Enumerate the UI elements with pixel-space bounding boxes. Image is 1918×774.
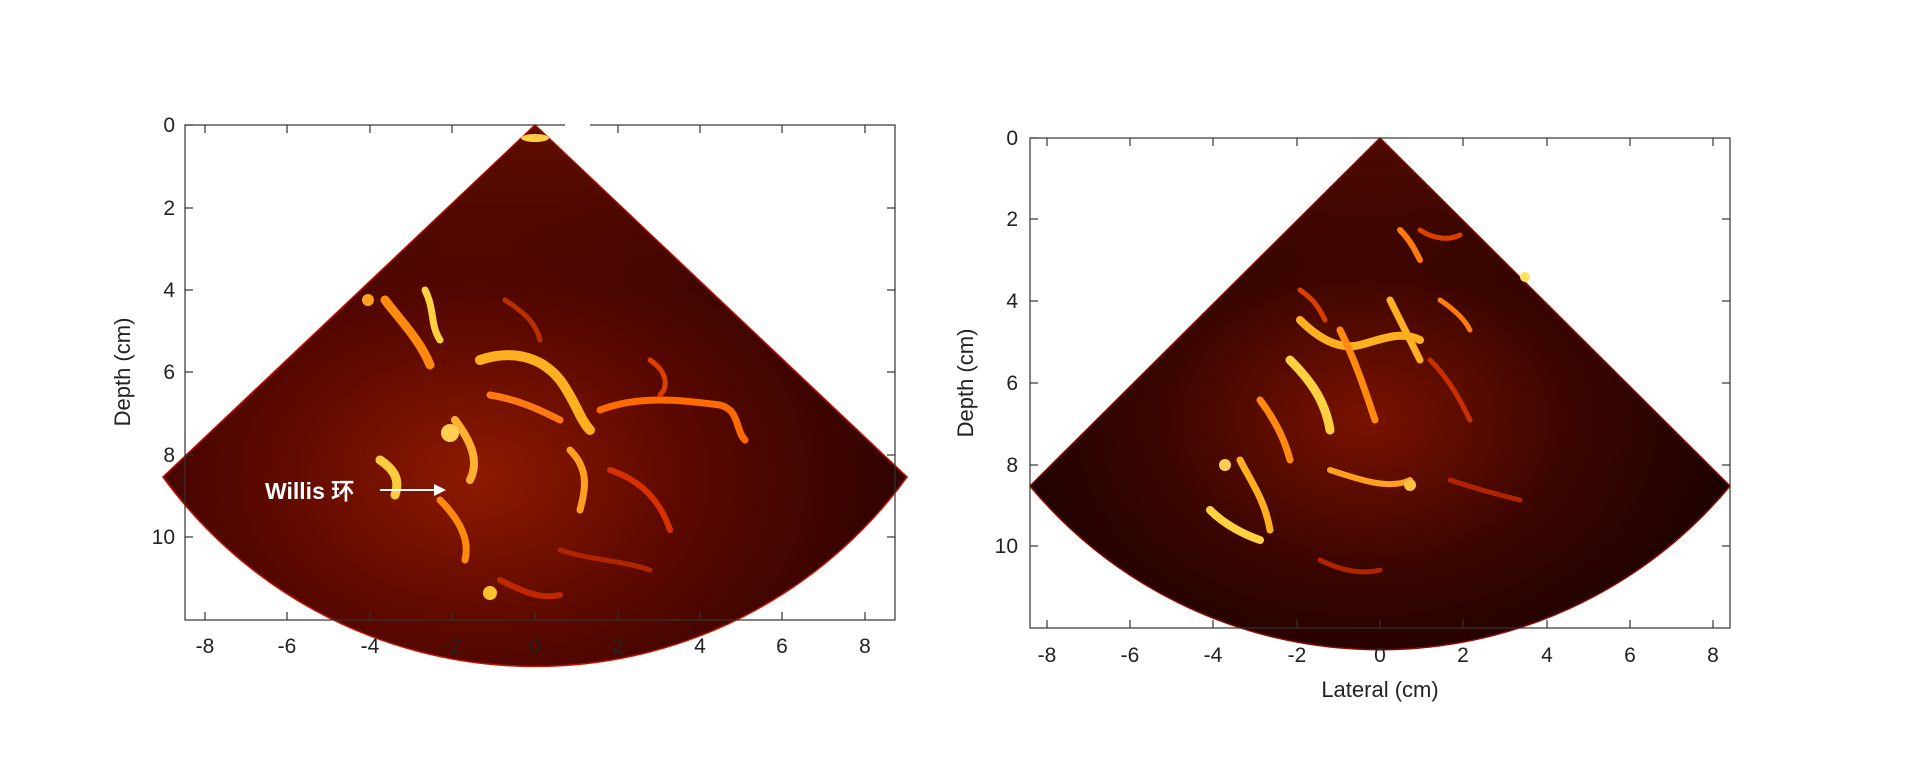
right-y-tick-label: 10 — [995, 535, 1018, 558]
left-x-tick-label: -8 — [196, 635, 215, 658]
right-x-tick-label: 8 — [1707, 644, 1719, 667]
left-x-tick-label: 6 — [776, 635, 788, 658]
right-y-axis-label: Depth (cm) — [953, 329, 978, 438]
left-x-tick-label: 4 — [694, 635, 706, 658]
right-y-tick-label: 0 — [1006, 127, 1018, 150]
left-x-tick-label: 8 — [859, 635, 871, 658]
right-tick-marks — [1030, 137, 1730, 628]
left-y-tick-label: 2 — [163, 197, 175, 220]
right-x-tick-label: -4 — [1204, 644, 1223, 667]
right-y-tick-label: 8 — [1006, 454, 1018, 477]
right-x-tick-labels: -8 -6 -4 -2 0 2 4 6 8 — [1038, 644, 1719, 667]
right-x-tick-label: 6 — [1624, 644, 1636, 667]
left-y-tick-label: 4 — [163, 279, 175, 302]
left-y-tick-labels: 0 2 4 6 8 10 — [152, 114, 176, 549]
right-ultrasound-image — [1028, 136, 1732, 651]
left-y-tick-label: 6 — [163, 361, 175, 384]
left-ultrasound-image — [162, 123, 908, 668]
left-x-tick-label: 2 — [612, 635, 624, 658]
right-y-tick-label: 6 — [1006, 372, 1018, 395]
right-x-tick-label: -2 — [1288, 644, 1307, 667]
left-x-tick-label: -6 — [278, 635, 297, 658]
left-tick-marks — [185, 124, 895, 620]
left-y-tick-label: 8 — [163, 444, 175, 467]
left-x-tick-label: 0 — [529, 635, 541, 658]
right-x-tick-label: 2 — [1457, 644, 1469, 667]
left-x-tick-labels: -8 -6 -4 -2 0 2 4 6 8 — [196, 635, 871, 658]
left-x-tick-label: -2 — [443, 635, 462, 658]
right-x-tick-label: 4 — [1541, 644, 1553, 667]
right-y-tick-labels: 0 2 4 6 8 10 — [995, 127, 1019, 558]
willis-annotation-label: Willis 环 — [265, 478, 354, 504]
left-frame-gap — [565, 118, 590, 130]
left-x-tick-label: -4 — [361, 635, 380, 658]
right-x-tick-label: -8 — [1038, 644, 1057, 667]
right-x-axis-label: Lateral (cm) — [1321, 677, 1438, 702]
right-y-tick-label: 4 — [1006, 290, 1018, 313]
right-y-tick-label: 2 — [1006, 208, 1018, 231]
willis-annotation-arrow — [380, 484, 446, 496]
right-x-tick-label: 0 — [1374, 644, 1386, 667]
left-y-tick-label: 10 — [152, 526, 175, 549]
right-x-tick-label: -6 — [1121, 644, 1140, 667]
left-y-tick-label: 0 — [163, 114, 175, 137]
left-y-axis-label: Depth (cm) — [110, 318, 135, 427]
right-panel: -8 -6 -4 -2 0 2 4 6 8 0 2 4 6 8 10 Depth… — [953, 127, 1732, 702]
left-panel: -8 -6 -4 -2 0 2 4 6 8 0 2 4 6 8 10 Depth… — [110, 114, 908, 668]
